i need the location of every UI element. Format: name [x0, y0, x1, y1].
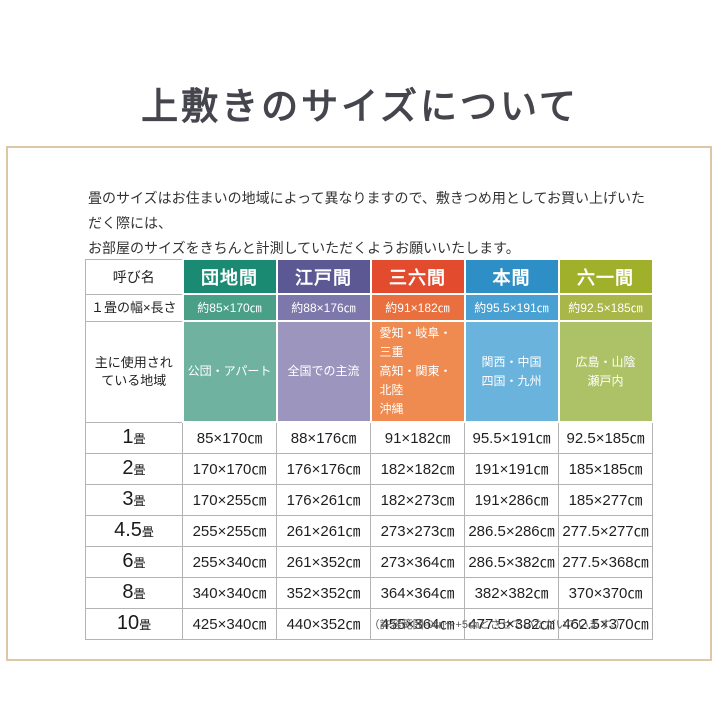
- row-label: 10畳: [85, 607, 183, 640]
- header-row: 呼び名 団地間 江戸間 三六間 本間 六一間: [85, 258, 654, 295]
- table-row-10jo: 10畳 425×340㎝ 440×352㎝ 455×364㎝ 477.5×382…: [85, 607, 653, 640]
- region-row-label: 主に使用されている地域: [85, 320, 183, 423]
- column-header-honma: 本間: [463, 258, 560, 295]
- column-header-rokuichima: 六一間: [557, 258, 654, 295]
- size-cell: 約92.5×185㎝: [557, 293, 654, 322]
- value-cell: 277.5×368㎝: [558, 545, 653, 578]
- size-cell: 約91×182㎝: [369, 293, 466, 322]
- region-cell: 広島・山陰 瀬戸内: [557, 320, 654, 423]
- row-label: 2畳: [85, 452, 183, 485]
- value-cell: 91×182㎝: [370, 421, 465, 454]
- value-cell: 462.5×370㎝: [558, 607, 653, 640]
- value-cell: 191×286㎝: [464, 483, 559, 516]
- value-cell: 455×364㎝: [370, 607, 465, 640]
- region-cell: 公団・アパート: [181, 320, 278, 423]
- table-row-2jo: 2畳 170×170㎝ 176×176㎝ 182×182㎝ 191×191㎝ 1…: [85, 452, 653, 485]
- table-row-4-5jo: 4.5畳 255×255㎝ 261×261㎝ 273×273㎝ 286.5×28…: [85, 514, 653, 547]
- value-cell: 364×364㎝: [370, 576, 465, 609]
- region-cell: 愛知・岐阜・三重 高知・関東・北陸 沖縄: [369, 320, 466, 423]
- table-row-8jo: 8畳 340×340㎝ 352×352㎝ 364×364㎝ 382×382㎝ 3…: [85, 576, 653, 609]
- content-frame: [6, 146, 712, 661]
- value-cell: 95.5×191㎝: [464, 421, 559, 454]
- intro-text: 畳のサイズはお住まいの地域によって異なりますので、敷きつめ用としてお買い上げいた…: [88, 186, 648, 261]
- table-row-3jo: 3畳 170×255㎝ 176×261㎝ 182×273㎝ 191×286㎝ 1…: [85, 483, 653, 516]
- intro-line-1: 畳のサイズはお住まいの地域によって異なりますので、敷きつめ用としてお買い上げいた…: [88, 190, 646, 231]
- value-cell: 85×170㎝: [182, 421, 277, 454]
- region-row: 主に使用されている地域 公団・アパート 全国での主流 愛知・岐阜・三重 高知・関…: [85, 320, 654, 423]
- value-cell: 425×340㎝: [182, 607, 277, 640]
- value-cell: 286.5×382㎝: [464, 545, 559, 578]
- value-cell: 340×340㎝: [182, 576, 277, 609]
- column-header-sabuma: 三六間: [369, 258, 466, 295]
- region-cell: 全国での主流: [275, 320, 372, 423]
- value-cell: 477.5×382㎝: [464, 607, 559, 640]
- row-label: 6畳: [85, 545, 183, 578]
- value-cell: 261×352㎝: [276, 545, 371, 578]
- value-cell: 273×364㎝: [370, 545, 465, 578]
- size-cell: 約85×170㎝: [181, 293, 278, 322]
- value-cell: 382×382㎝: [464, 576, 559, 609]
- row-label: 4.5畳: [85, 514, 183, 547]
- value-cell: 440×352㎝: [276, 607, 371, 640]
- size-row-label: １畳の幅×長さ: [85, 293, 183, 322]
- size-cell: 約88×176㎝: [275, 293, 372, 322]
- intro-line-2: お部屋のサイズをきちんと計測していただくようお願いいたします。: [88, 240, 520, 256]
- value-cell: 370×370㎝: [558, 576, 653, 609]
- value-cell: 170×170㎝: [182, 452, 277, 485]
- value-cell: 92.5×185㎝: [558, 421, 653, 454]
- table-row-1jo: 1畳 85×170㎝ 88×176㎝ 91×182㎝ 95.5×191㎝ 92.…: [85, 421, 653, 454]
- value-cell: 277.5×277㎝: [558, 514, 653, 547]
- value-cell: 182×273㎝: [370, 483, 465, 516]
- value-cell: 286.5×286㎝: [464, 514, 559, 547]
- table-row-6jo: 6畳 255×340㎝ 261×352㎝ 273×364㎝ 286.5×382㎝…: [85, 545, 653, 578]
- value-cell: 185×277㎝: [558, 483, 653, 516]
- corner-label: 呼び名: [85, 258, 183, 295]
- size-cell: 約95.5×191㎝: [463, 293, 560, 322]
- value-cell: 255×340㎝: [182, 545, 277, 578]
- value-cell: 261×261㎝: [276, 514, 371, 547]
- value-cell: 191×191㎝: [464, 452, 559, 485]
- tolerance-footnote: （許容範囲-0㎝～+5㎝とさせていただいています。）: [368, 619, 626, 631]
- column-header-edoma: 江戸間: [275, 258, 372, 295]
- value-cell: 352×352㎝: [276, 576, 371, 609]
- row-label: 3畳: [85, 483, 183, 516]
- page-title: 上敷きのサイズについて: [141, 84, 579, 128]
- row-label: 1畳: [85, 421, 183, 454]
- value-cell: 255×255㎝: [182, 514, 277, 547]
- value-cell: 185×185㎝: [558, 452, 653, 485]
- row-label: 8畳: [85, 576, 183, 609]
- value-cell: 182×182㎝: [370, 452, 465, 485]
- value-cell: 170×255㎝: [182, 483, 277, 516]
- tatami-size-row: １畳の幅×長さ 約85×170㎝ 約88×176㎝ 約91×182㎝ 約95.5…: [85, 293, 654, 322]
- value-cell: 176×176㎝: [276, 452, 371, 485]
- column-header-danchima: 団地間: [181, 258, 278, 295]
- size-table: 呼び名 団地間 江戸間 三六間 本間 六一間 １畳の幅×長さ 約85×170㎝ …: [85, 258, 654, 640]
- value-cell: 273×273㎝: [370, 514, 465, 547]
- size-table-wrap: 呼び名 団地間 江戸間 三六間 本間 六一間 １畳の幅×長さ 約85×170㎝ …: [85, 258, 654, 640]
- value-cell: 88×176㎝: [276, 421, 371, 454]
- region-cell: 関西・中国 四国・九州: [463, 320, 560, 423]
- value-cell: 176×261㎝: [276, 483, 371, 516]
